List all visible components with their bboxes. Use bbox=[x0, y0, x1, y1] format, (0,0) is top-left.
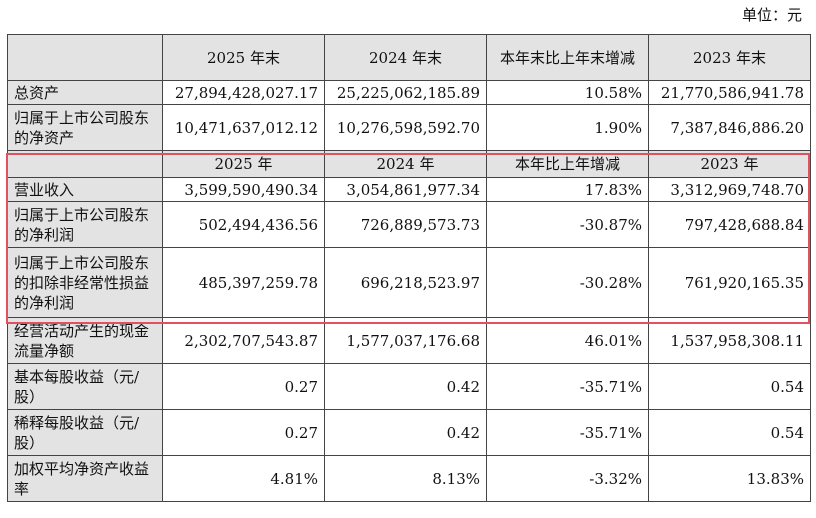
table-cell: 1,537,958,308.11 bbox=[648, 317, 811, 364]
column-header: 本年末比上年末增减 bbox=[486, 34, 649, 81]
column-header: 2024 年 bbox=[324, 150, 487, 178]
row-label: 归属于上市公司股东的净利润 bbox=[7, 201, 163, 248]
table-cell: 3,599,590,490.34 bbox=[162, 177, 325, 202]
table-cell: -35.71% bbox=[486, 363, 649, 410]
table-cell: 502,494,436.56 bbox=[162, 201, 325, 248]
table-cell: 0.42 bbox=[324, 409, 487, 456]
table-header-row: 2025 年末 2024 年末 本年末比上年末增减 2023 年末 bbox=[7, 34, 811, 81]
table-cell: 3,054,861,977.34 bbox=[324, 177, 487, 202]
table-cell: 696,218,523.97 bbox=[324, 247, 487, 318]
unit-label: 单位：元 bbox=[741, 6, 802, 24]
table-row: 归属于上市公司股东的净利润 502,494,436.56 726,889,573… bbox=[7, 201, 811, 248]
table-cell: 1,577,037,176.68 bbox=[324, 317, 487, 364]
table-cell: -30.87% bbox=[486, 201, 649, 248]
table-cell: -3.32% bbox=[486, 455, 649, 502]
row-label: 营业收入 bbox=[7, 177, 163, 202]
table-subheader-row: 2025 年 2024 年 本年比上年增减 2023 年 bbox=[7, 150, 811, 178]
table-cell: 485,397,259.78 bbox=[162, 247, 325, 318]
table-cell: 10,471,637,012.12 bbox=[162, 104, 325, 151]
row-label: 稀释每股收益（元/股） bbox=[7, 409, 163, 456]
row-label: 经营活动产生的现金流量净额 bbox=[7, 317, 163, 364]
table-cell: 1.90% bbox=[486, 104, 649, 151]
column-header: 2023 年末 bbox=[648, 34, 811, 81]
table-row: 归属于上市公司股东的净资产 10,471,637,012.12 10,276,5… bbox=[7, 104, 811, 151]
table-cell: 0.54 bbox=[648, 409, 811, 456]
table-row: 基本每股收益（元/股） 0.27 0.42 -35.71% 0.54 bbox=[7, 363, 811, 410]
table-cell: -30.28% bbox=[486, 247, 649, 318]
table-cell: 761,920,165.35 bbox=[648, 247, 811, 318]
table-row: 加权平均净资产收益率 4.81% 8.13% -3.32% 13.83% bbox=[7, 455, 811, 502]
table-row: 稀释每股收益（元/股） 0.27 0.42 -35.71% 0.54 bbox=[7, 409, 811, 456]
table-cell: 4.81% bbox=[162, 455, 325, 502]
table-cell: -35.71% bbox=[486, 409, 649, 456]
table-cell: 7,387,846,886.20 bbox=[648, 104, 811, 151]
row-label: 加权平均净资产收益率 bbox=[7, 455, 163, 502]
row-label: 归属于上市公司股东的净资产 bbox=[7, 104, 163, 151]
table-row: 经营活动产生的现金流量净额 2,302,707,543.87 1,577,037… bbox=[7, 317, 811, 364]
table-cell: 0.27 bbox=[162, 409, 325, 456]
table-cell: 21,770,586,941.78 bbox=[648, 80, 811, 105]
table-row: 归属于上市公司股东的扣除非经常性损益的净利润 485,397,259.78 69… bbox=[7, 247, 811, 318]
header-corner bbox=[7, 34, 163, 81]
row-label: 基本每股收益（元/股） bbox=[7, 363, 163, 410]
table-row: 营业收入 3,599,590,490.34 3,054,861,977.34 1… bbox=[7, 177, 811, 202]
table-cell: 27,894,428,027.17 bbox=[162, 80, 325, 105]
column-header: 2023 年 bbox=[648, 150, 811, 178]
table-cell: 0.42 bbox=[324, 363, 487, 410]
row-label: 总资产 bbox=[7, 80, 163, 105]
column-header: 2024 年末 bbox=[324, 34, 487, 81]
table-cell: 13.83% bbox=[648, 455, 811, 502]
table-cell: 0.54 bbox=[648, 363, 811, 410]
table-cell: 25,225,062,185.89 bbox=[324, 80, 487, 105]
table-cell: 726,889,573.73 bbox=[324, 201, 487, 248]
table-cell: 46.01% bbox=[486, 317, 649, 364]
financial-summary-table: 2025 年末 2024 年末 本年末比上年末增减 2023 年末 总资产 27… bbox=[7, 34, 811, 502]
table-cell: 797,428,688.84 bbox=[648, 201, 811, 248]
column-header: 本年比上年增减 bbox=[486, 150, 649, 178]
table-row: 总资产 27,894,428,027.17 25,225,062,185.89 … bbox=[7, 80, 811, 105]
table-cell: 2,302,707,543.87 bbox=[162, 317, 325, 364]
table-cell: 10,276,598,592.70 bbox=[324, 104, 487, 151]
table-cell: 8.13% bbox=[324, 455, 487, 502]
column-header: 2025 年末 bbox=[162, 34, 325, 81]
table-cell: 0.27 bbox=[162, 363, 325, 410]
table-cell: 17.83% bbox=[486, 177, 649, 202]
table-cell: 3,312,969,748.70 bbox=[648, 177, 811, 202]
column-header: 2025 年 bbox=[162, 150, 325, 178]
row-label: 归属于上市公司股东的扣除非经常性损益的净利润 bbox=[7, 247, 163, 318]
header-corner bbox=[7, 150, 163, 178]
table-cell: 10.58% bbox=[486, 80, 649, 105]
